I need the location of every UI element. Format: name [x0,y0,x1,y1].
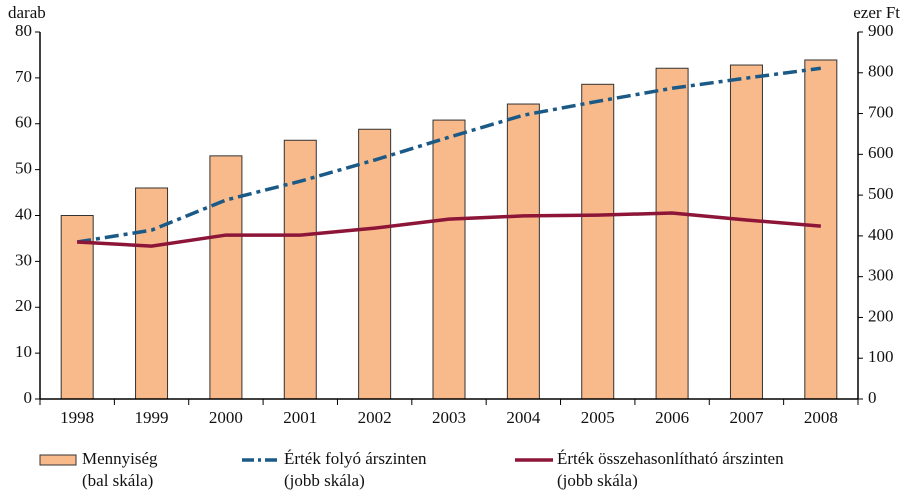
bar [655,67,689,400]
y2-tick-label: 300 [868,266,894,285]
y-tick-label: 50 [15,159,32,178]
x-tick-label: 2001 [283,408,317,427]
x-tick-label: 2005 [581,408,615,427]
x-tick-label: 2000 [209,408,243,427]
x-tick-label: 2006 [655,408,689,427]
legend-label: Mennyiség (bal skála) [82,449,158,490]
y-tick-label: 20 [15,296,32,315]
bar [358,128,392,400]
y2-tick-label: 400 [868,225,894,244]
y2-tick-label: 200 [868,306,894,325]
bar [804,59,838,400]
y2-tick-label: 0 [868,388,877,407]
x-tick-label: 2004 [506,408,541,427]
y-tick-label: 40 [15,204,32,223]
y2-axis-label: ezer Ft [853,3,900,22]
legend-swatch [39,454,77,466]
bar [135,187,169,400]
bar [729,64,763,400]
bar [506,103,540,400]
y-tick-label: 30 [15,250,32,269]
bar [283,139,317,400]
line [77,211,821,248]
bar [432,119,466,400]
bar [60,215,94,400]
x-tick-label: 1999 [135,408,169,427]
y2-tick-label: 900 [868,21,894,40]
bar [581,83,615,400]
bar [209,155,243,400]
y2-tick-label: 500 [868,184,894,203]
y-axis-label: darab [8,3,46,22]
y-tick-label: 0 [24,388,33,407]
y-tick-label: 70 [15,67,32,86]
legend-label: Érték folyó árszinten (jobb skála) [284,449,427,490]
x-tick-label: 2008 [804,408,838,427]
legend-label: Érték összehasonlítható árszinten (jobb s… [557,449,784,490]
x-tick-label: 1998 [60,408,94,427]
y-tick-label: 60 [15,113,32,132]
y2-tick-label: 100 [868,347,894,366]
y2-tick-label: 800 [868,62,894,81]
y2-tick-label: 700 [868,102,894,121]
x-tick-label: 2003 [432,408,466,427]
y-tick-label: 80 [15,21,32,40]
y2-tick-label: 600 [868,143,894,162]
y-tick-label: 10 [15,342,32,361]
x-tick-label: 2002 [358,408,392,427]
x-tick-label: 2007 [729,408,764,427]
